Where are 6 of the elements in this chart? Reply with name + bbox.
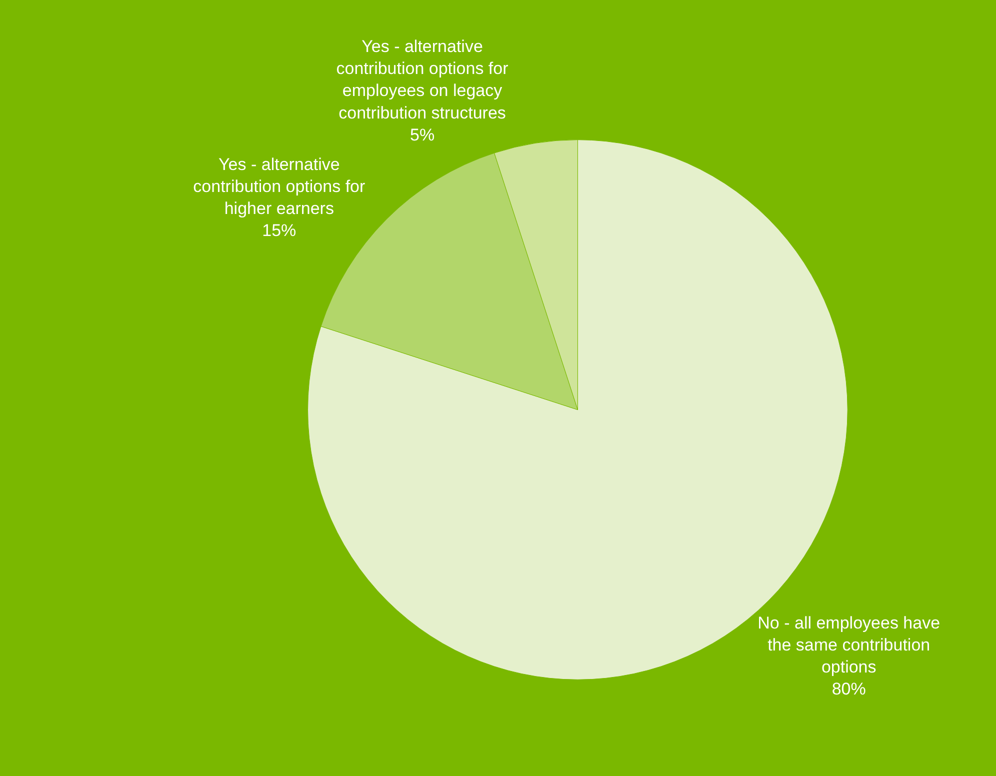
slice-label: No - all employees have the same contribution options — [758, 613, 940, 677]
data-label: 80% — [832, 680, 866, 699]
slice-label: Yes - alternative contribution options for employees on legacy contribution structures — [336, 37, 509, 122]
slice-label: Yes - alternative contribution options for higher earners — [193, 154, 366, 218]
data-label: 5% — [410, 125, 435, 144]
data-label: 15% — [262, 221, 296, 240]
